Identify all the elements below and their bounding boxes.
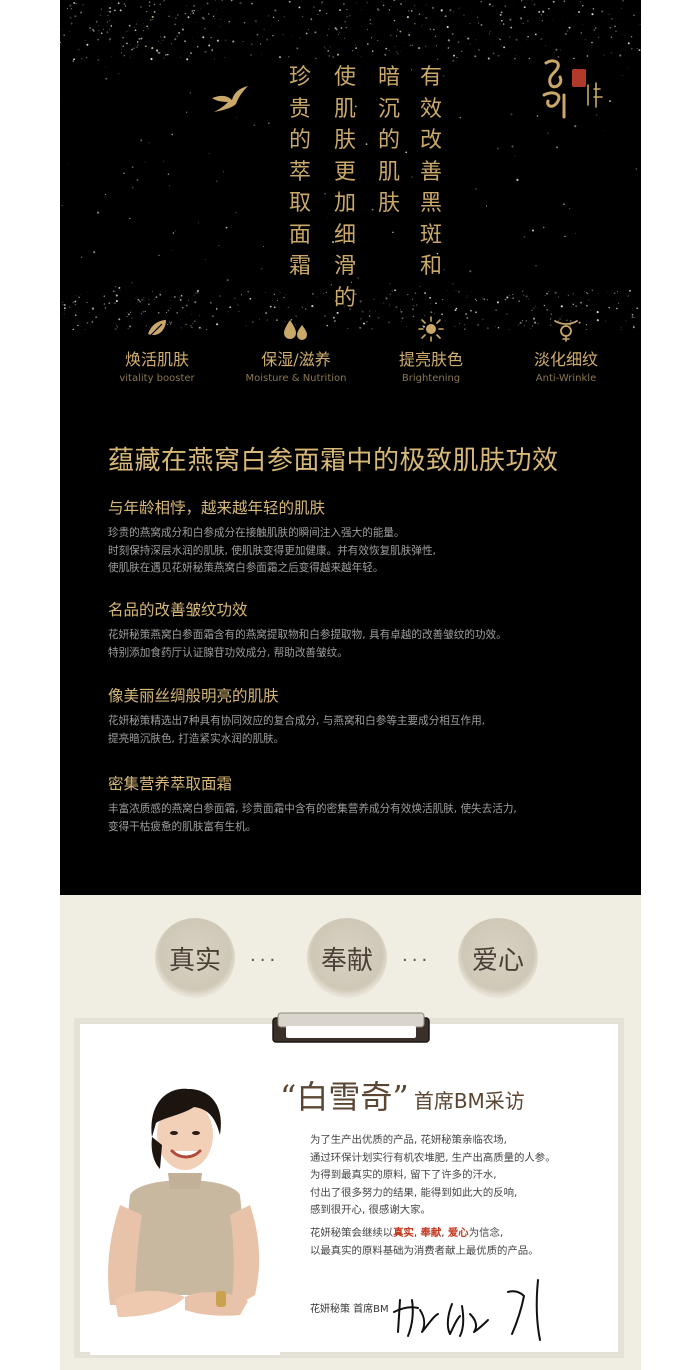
- benefit-label: 淡化细纹: [533, 350, 598, 369]
- feature-body: 丰富浓质感的燕窝白参面霜, 珍贵面霜中含有的密集营养成分有效焕活肌肤, 使失去活…: [108, 803, 517, 833]
- clipboard-clip: [272, 1012, 430, 1043]
- sun-icon: [418, 316, 444, 342]
- feature-title: 像美丽丝绸般明亮的肌肤: [108, 687, 279, 705]
- poem-column-3: 使肌肤更加细滑的: [333, 65, 356, 311]
- handwritten-signature: [393, 1279, 541, 1341]
- main-title: 蕴藏在燕窝白参面霜中的极致肌肤功效: [108, 446, 559, 476]
- closing-text: 为信念,: [468, 1227, 504, 1239]
- leaf-icon: [147, 320, 166, 339]
- value-badge-love: 爱心: [458, 918, 538, 998]
- feature-title: 与年龄相悖，越来越年轻的肌肤: [108, 499, 326, 517]
- wrinkle-icon: [554, 320, 578, 342]
- interview-title-sub: 首席BM采访: [413, 1089, 525, 1113]
- benefit-label: 焕活肌肤: [124, 350, 189, 369]
- benefit-label: 提亮肤色: [398, 350, 463, 369]
- highlight-dedication: 奉献: [420, 1227, 442, 1239]
- value-label: 奉献: [320, 945, 373, 976]
- droplet-icon: [284, 320, 307, 340]
- swallow-icon: [212, 86, 248, 112]
- feature-body: 花妍秘策燕窝白参面霜含有的燕窝提取物和白参提取物, 具有卓越的改善皱纹的功效。 …: [108, 629, 507, 659]
- closing-sep: ,: [413, 1227, 421, 1239]
- interview-closing: 花妍秘策会继续以真实, 奉献, 爱心为信念, 以最真实的原料基础为消费者献上最优…: [310, 1225, 630, 1260]
- interview-title: “白雪奇” 首席BM采访: [280, 1072, 525, 1118]
- feature-title: 密集营养萃取面霜: [108, 775, 233, 793]
- bm-portrait-photo: [90, 1065, 280, 1355]
- benefit-brightening: 提亮肤色 Brightening: [361, 316, 501, 384]
- benefit-list: 焕活肌肤 vitality booster 保湿/滋养 Moisture & N…: [60, 316, 641, 386]
- brand-logo: 화연 비책: [542, 59, 603, 119]
- feature-title: 名品的改善皱纹功效: [108, 601, 248, 619]
- value-separator: ···: [402, 950, 432, 971]
- feature-section-youth: 与年龄相悖，越来越年轻的肌肤 珍贵的燕窝成分和白参成分在接触肌肤的瞬间注入强大的…: [108, 496, 628, 578]
- poem-column-1: 有效改善黑斑和: [419, 65, 442, 279]
- benefit-anti-wrinkle: 淡化细纹 Anti-Wrinkle: [496, 316, 636, 384]
- poem-column-4: 珍贵的萃取面霜: [288, 65, 311, 279]
- benefit-label: 保湿/滋养: [261, 350, 331, 369]
- feature-section-bright: 像美丽丝绸般明亮的肌肤 花妍秘策精选出7种具有协同效应的复合成分, 与燕窝和白参…: [108, 684, 628, 748]
- benefit-vitality: 焕活肌肤 vitality booster: [87, 316, 227, 384]
- benefit-moisture: 保湿/滋养 Moisture & Nutrition: [226, 316, 366, 384]
- interview-title-quote: “白雪奇”: [280, 1078, 409, 1116]
- poem-column-2: 暗沉的肌肤: [377, 65, 400, 216]
- value-separator: ···: [250, 950, 280, 971]
- interview-body: 为了生产出优质的产品, 花妍秘策亲临农场, 通过环保计划实行有机农堆肥, 生产出…: [310, 1134, 556, 1216]
- starry-sky-background: [60, 0, 641, 330]
- signature-label: 花妍秘策 首席BM: [310, 1304, 389, 1315]
- feature-body: 珍贵的燕窝成分和白参成分在接触肌肤的瞬间注入强大的能量。 时刻保持深层水润的肌肤…: [108, 527, 436, 574]
- closing-sep: ,: [441, 1227, 448, 1239]
- closing-text-2: 以最真实的原料基础为消费者献上最优质的产品。: [310, 1244, 539, 1257]
- value-badge-dedication: 奉献: [307, 918, 387, 998]
- closing-text: 花妍秘策会继续以: [310, 1227, 394, 1239]
- benefit-sublabel: Brightening: [401, 373, 461, 384]
- highlight-love: 爱心: [447, 1227, 469, 1239]
- value-label: 爱心: [471, 945, 524, 976]
- benefit-sublabel: Moisture & Nutrition: [245, 373, 347, 384]
- product-intro-section: 珍贵的萃取面霜 使肌肤更加细滑的 暗沉的肌肤 有效改善黑斑和 화연 비책 焕活肌…: [60, 0, 641, 895]
- feature-section-nutrition: 密集营养萃取面霜 丰富浓质感的燕窝白参面霜, 珍贵面霜中含有的密集营养成分有效焕…: [108, 772, 628, 836]
- value-label: 真实: [168, 945, 221, 976]
- interview-section: 真实 ··· 奉献 ··· 爱心 “白雪奇” 首席BM采: [60, 895, 641, 1370]
- highlight-truth: 真实: [393, 1227, 414, 1239]
- feature-body: 花妍秘策精选出7种具有协同效应的复合成分, 与燕窝和白参等主要成分相互作用, 提…: [108, 715, 486, 745]
- benefit-sublabel: vitality booster: [119, 373, 195, 384]
- feature-section-wrinkle: 名品的改善皱纹功效 花妍秘策燕窝白参面霜含有的燕窝提取物和白参提取物, 具有卓越…: [108, 598, 628, 662]
- value-badge-truth: 真实: [155, 918, 235, 998]
- benefit-sublabel: Anti-Wrinkle: [535, 373, 597, 384]
